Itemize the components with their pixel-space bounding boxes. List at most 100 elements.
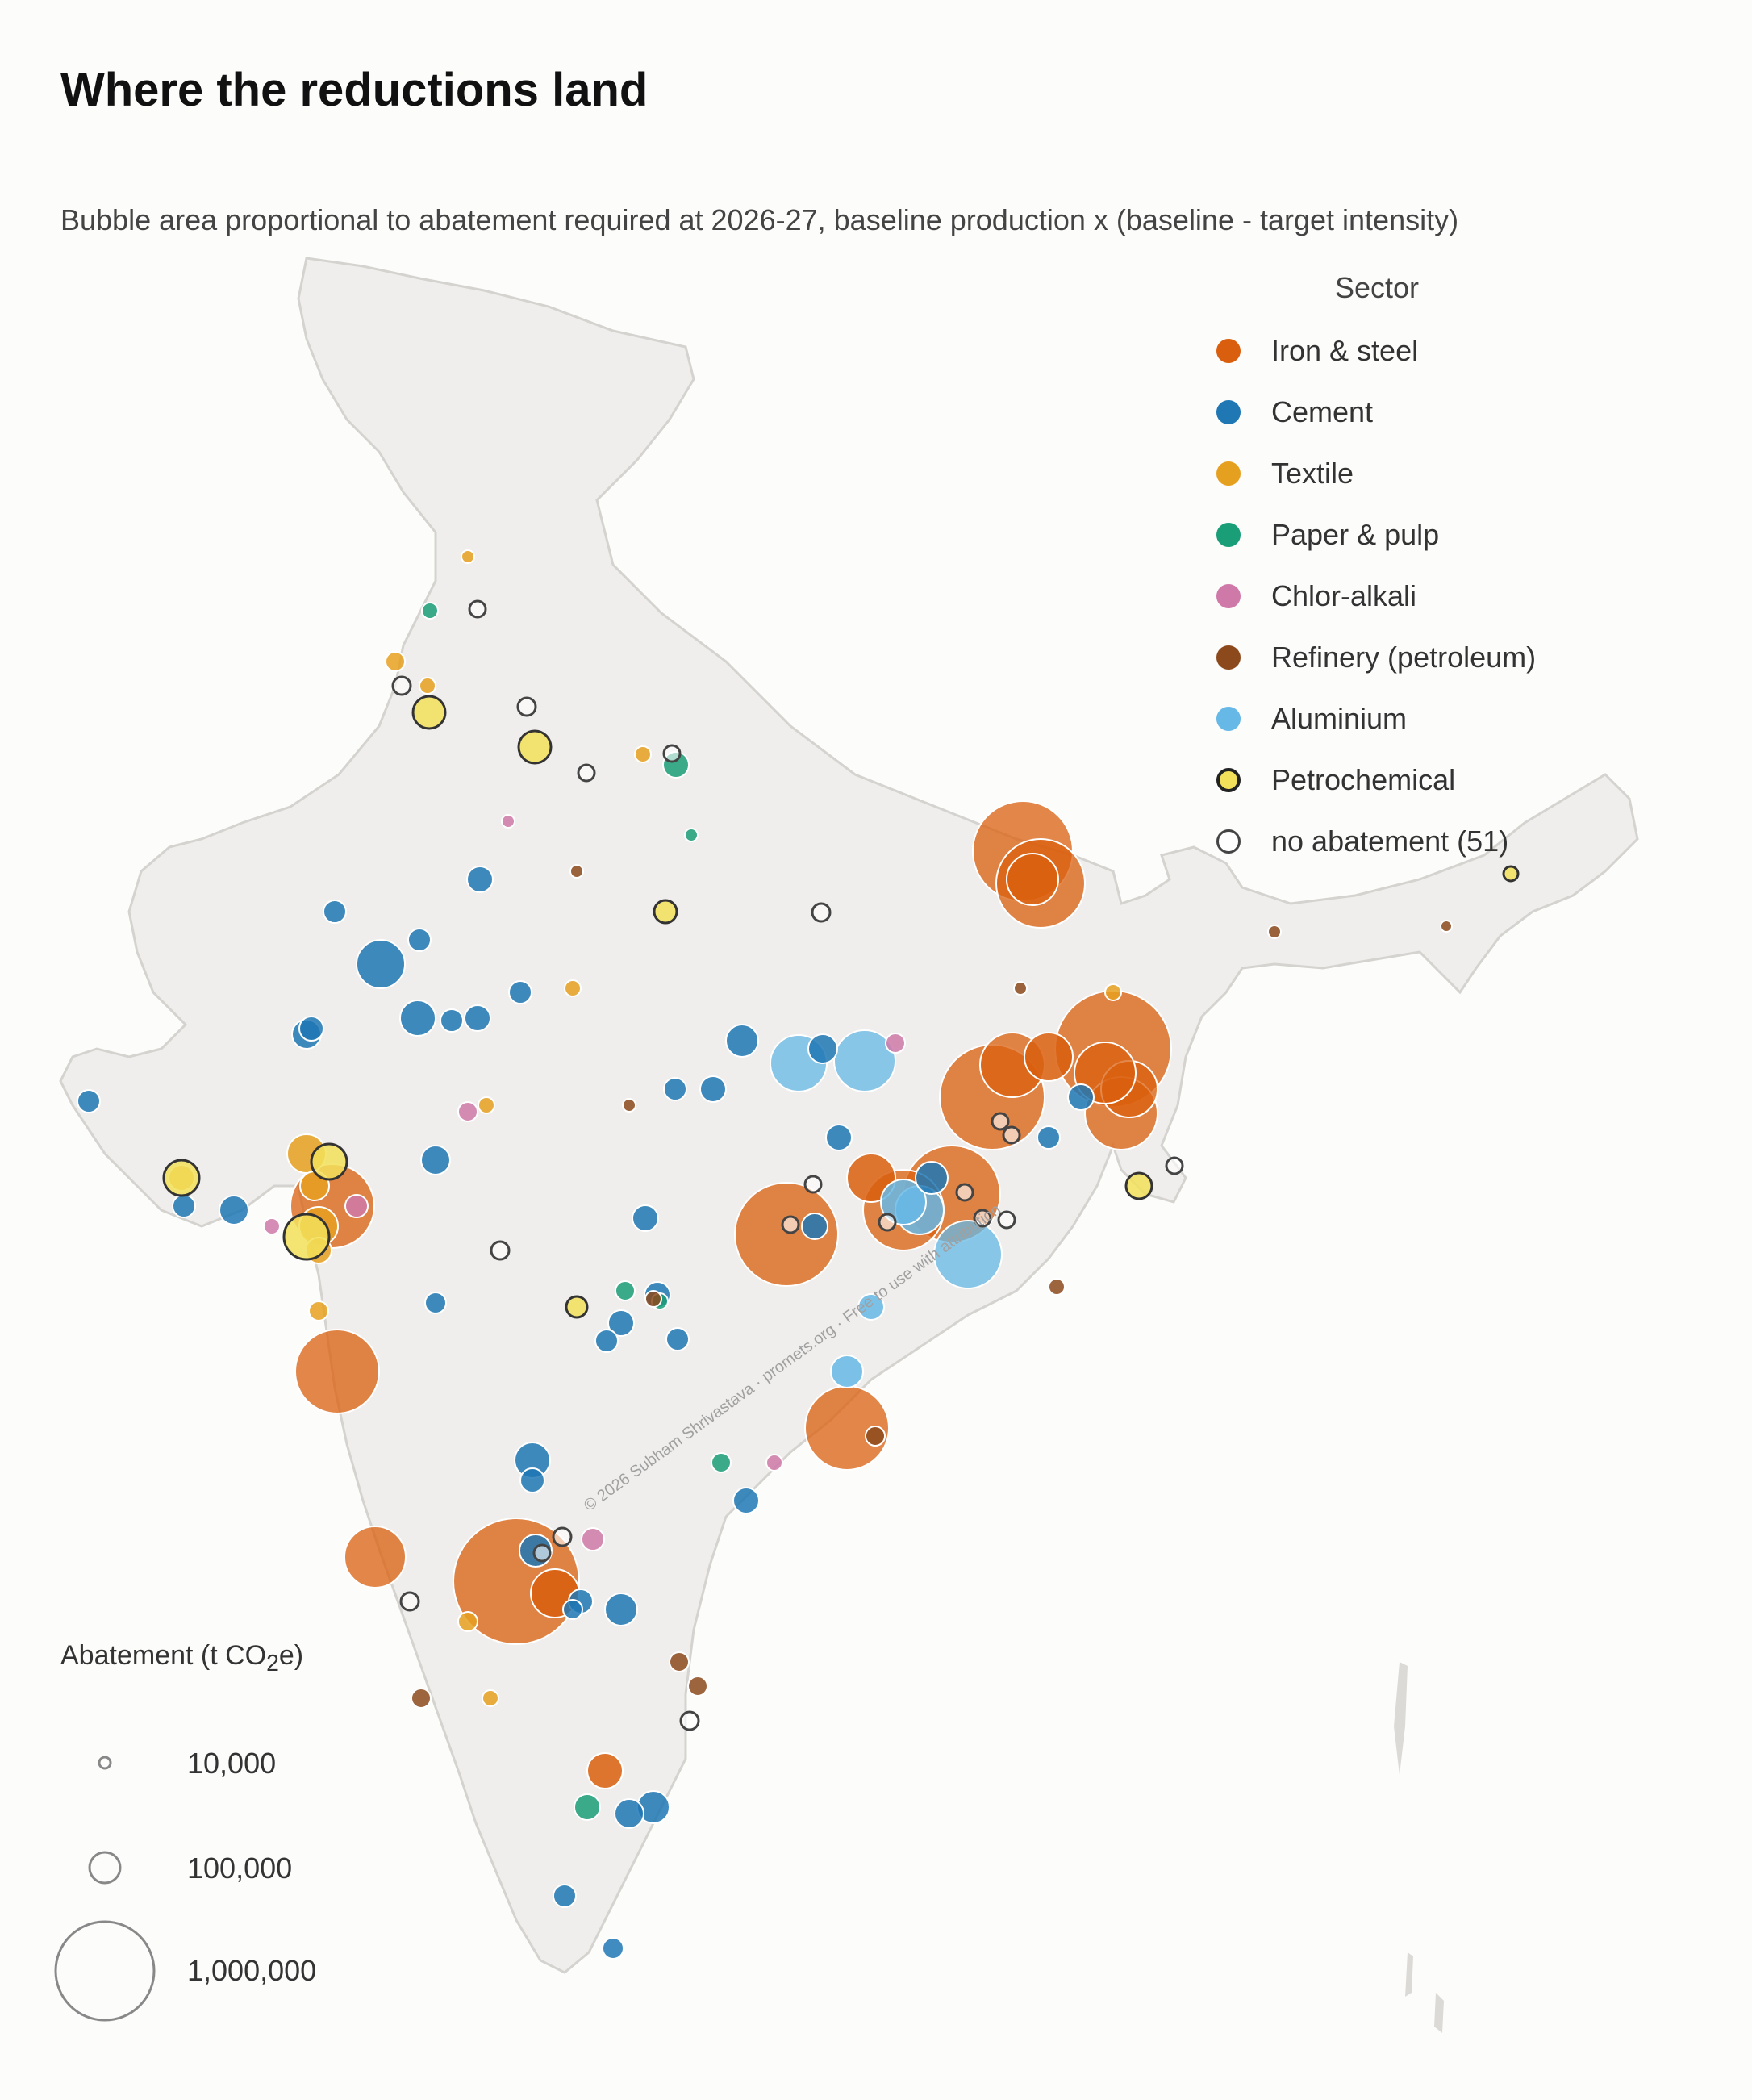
bubble-petro [1502, 865, 1520, 883]
bubble-cement [699, 1075, 727, 1103]
bubble-refinery [1013, 981, 1028, 996]
bubble-none [399, 1591, 420, 1612]
bubble-iron_steel [586, 1752, 624, 1789]
size-legend-circle [54, 1920, 156, 2022]
bubble-cement [77, 1089, 101, 1113]
bubble-none [955, 1183, 974, 1202]
bubble-refinery [411, 1688, 432, 1709]
size-legend-label: 100,000 [187, 1852, 293, 1885]
bubble-none [490, 1240, 511, 1261]
bubble-none [991, 1112, 1010, 1131]
bubble-refinery [1048, 1278, 1066, 1296]
bubble-paper [684, 828, 699, 842]
legend-item-refinery: Refinery (petroleum) [1210, 637, 1536, 678]
bubble-iron_steel [344, 1526, 407, 1589]
legend-item-cement: Cement [1210, 392, 1373, 432]
bubble-textile [308, 1300, 329, 1321]
bubble-paper [574, 1793, 601, 1821]
legend-label: Petrochemical [1271, 763, 1456, 796]
bubble-none [577, 763, 596, 783]
bubble-cement [407, 928, 432, 952]
bubble-cement [663, 1077, 687, 1101]
legend-swatch [1216, 461, 1241, 486]
bubble-refinery [865, 1426, 886, 1447]
bubble-iron_steel [734, 1182, 839, 1287]
size-legend-circle [88, 1851, 122, 1885]
bubble-refinery [644, 1290, 662, 1308]
legend-label: Refinery (petroleum) [1271, 641, 1537, 674]
bubble-chlor [765, 1454, 783, 1472]
bubble-cement [420, 1145, 451, 1175]
bubble-aluminium [880, 1179, 927, 1225]
legend-swatch [1216, 645, 1241, 670]
legend-swatch [1216, 829, 1241, 854]
bubble-cement [1067, 1083, 1095, 1111]
bubble-cement [464, 1004, 491, 1032]
bubble-textile [385, 651, 406, 672]
bubble-cement [594, 1329, 619, 1353]
legend-item-petro: Petrochemical [1210, 760, 1455, 800]
bubble-refinery [687, 1676, 708, 1697]
legend-swatch [1216, 400, 1241, 424]
legend-item-chlor: Chlor-alkali [1210, 576, 1416, 616]
bubble-cement [607, 1309, 635, 1337]
bubble-cement [614, 1798, 644, 1829]
bubble-cement [915, 1161, 949, 1195]
bubble-chlor [501, 814, 515, 829]
bubble-aluminium [933, 1220, 1003, 1289]
legend-label: Cement [1271, 395, 1374, 428]
bubble-textile [564, 979, 582, 997]
andaman-islands [1394, 1662, 1444, 2033]
bubble-aluminium [833, 1029, 896, 1092]
bubble-chlor [581, 1527, 605, 1551]
chart-subtitle: Bubble area proportional to abatement re… [60, 203, 1459, 236]
bubble-cement [172, 1194, 196, 1218]
bubble-textile [482, 1689, 499, 1707]
bubble-chlor [457, 1101, 478, 1122]
bubble-petro [653, 899, 678, 925]
bubble-petro [162, 1159, 201, 1197]
bubble-aluminium [857, 1293, 885, 1321]
legend-item-textile: Textile [1210, 453, 1354, 494]
bubble-refinery [1267, 925, 1282, 939]
bubble-none [781, 1215, 800, 1234]
bubble-textile [478, 1096, 495, 1114]
legend-label: Chlor-alkali [1271, 579, 1417, 612]
legend-title: Sector [1335, 271, 1420, 304]
legend-item-paper: Paper & pulp [1210, 515, 1439, 555]
bubble-none [1002, 1125, 1021, 1145]
bubble-refinery [622, 1098, 636, 1113]
bubble-chlor [263, 1217, 281, 1235]
bubble-cement [553, 1884, 577, 1908]
bubble-cement [801, 1213, 828, 1240]
bubble-none [391, 675, 412, 696]
bubble-cement [219, 1195, 249, 1225]
bubble-none [803, 1175, 823, 1194]
legend-item-aluminium: Aluminium [1210, 699, 1407, 739]
bubble-none [532, 1543, 552, 1563]
bubble-aluminium [830, 1355, 864, 1388]
bubble-none [811, 902, 832, 923]
chart-title: Where the reductions land [60, 64, 649, 116]
bubble-textile [419, 677, 436, 695]
bubble-refinery [569, 864, 584, 879]
legend-label: Paper & pulp [1271, 518, 1440, 551]
legend-label: Aluminium [1271, 702, 1408, 735]
legend-label: no abatement (51) [1271, 825, 1509, 858]
bubble-cement [732, 1487, 760, 1514]
bubble-none [878, 1213, 897, 1232]
bubble-petro [282, 1213, 331, 1261]
bubble-cement [466, 866, 494, 893]
bubble-textile [461, 549, 475, 564]
bubble-none [679, 1710, 700, 1731]
bubble-petro [517, 729, 553, 765]
bubble-iron_steel [294, 1329, 380, 1414]
size-legend-circle [98, 1756, 112, 1770]
bubble-cement [356, 939, 406, 989]
bubble-textile [1104, 983, 1122, 1001]
bubble-cement [440, 1008, 464, 1033]
bubble-none [552, 1526, 573, 1547]
bubble-iron_steel [846, 1153, 896, 1203]
bubble-cement [665, 1327, 690, 1351]
